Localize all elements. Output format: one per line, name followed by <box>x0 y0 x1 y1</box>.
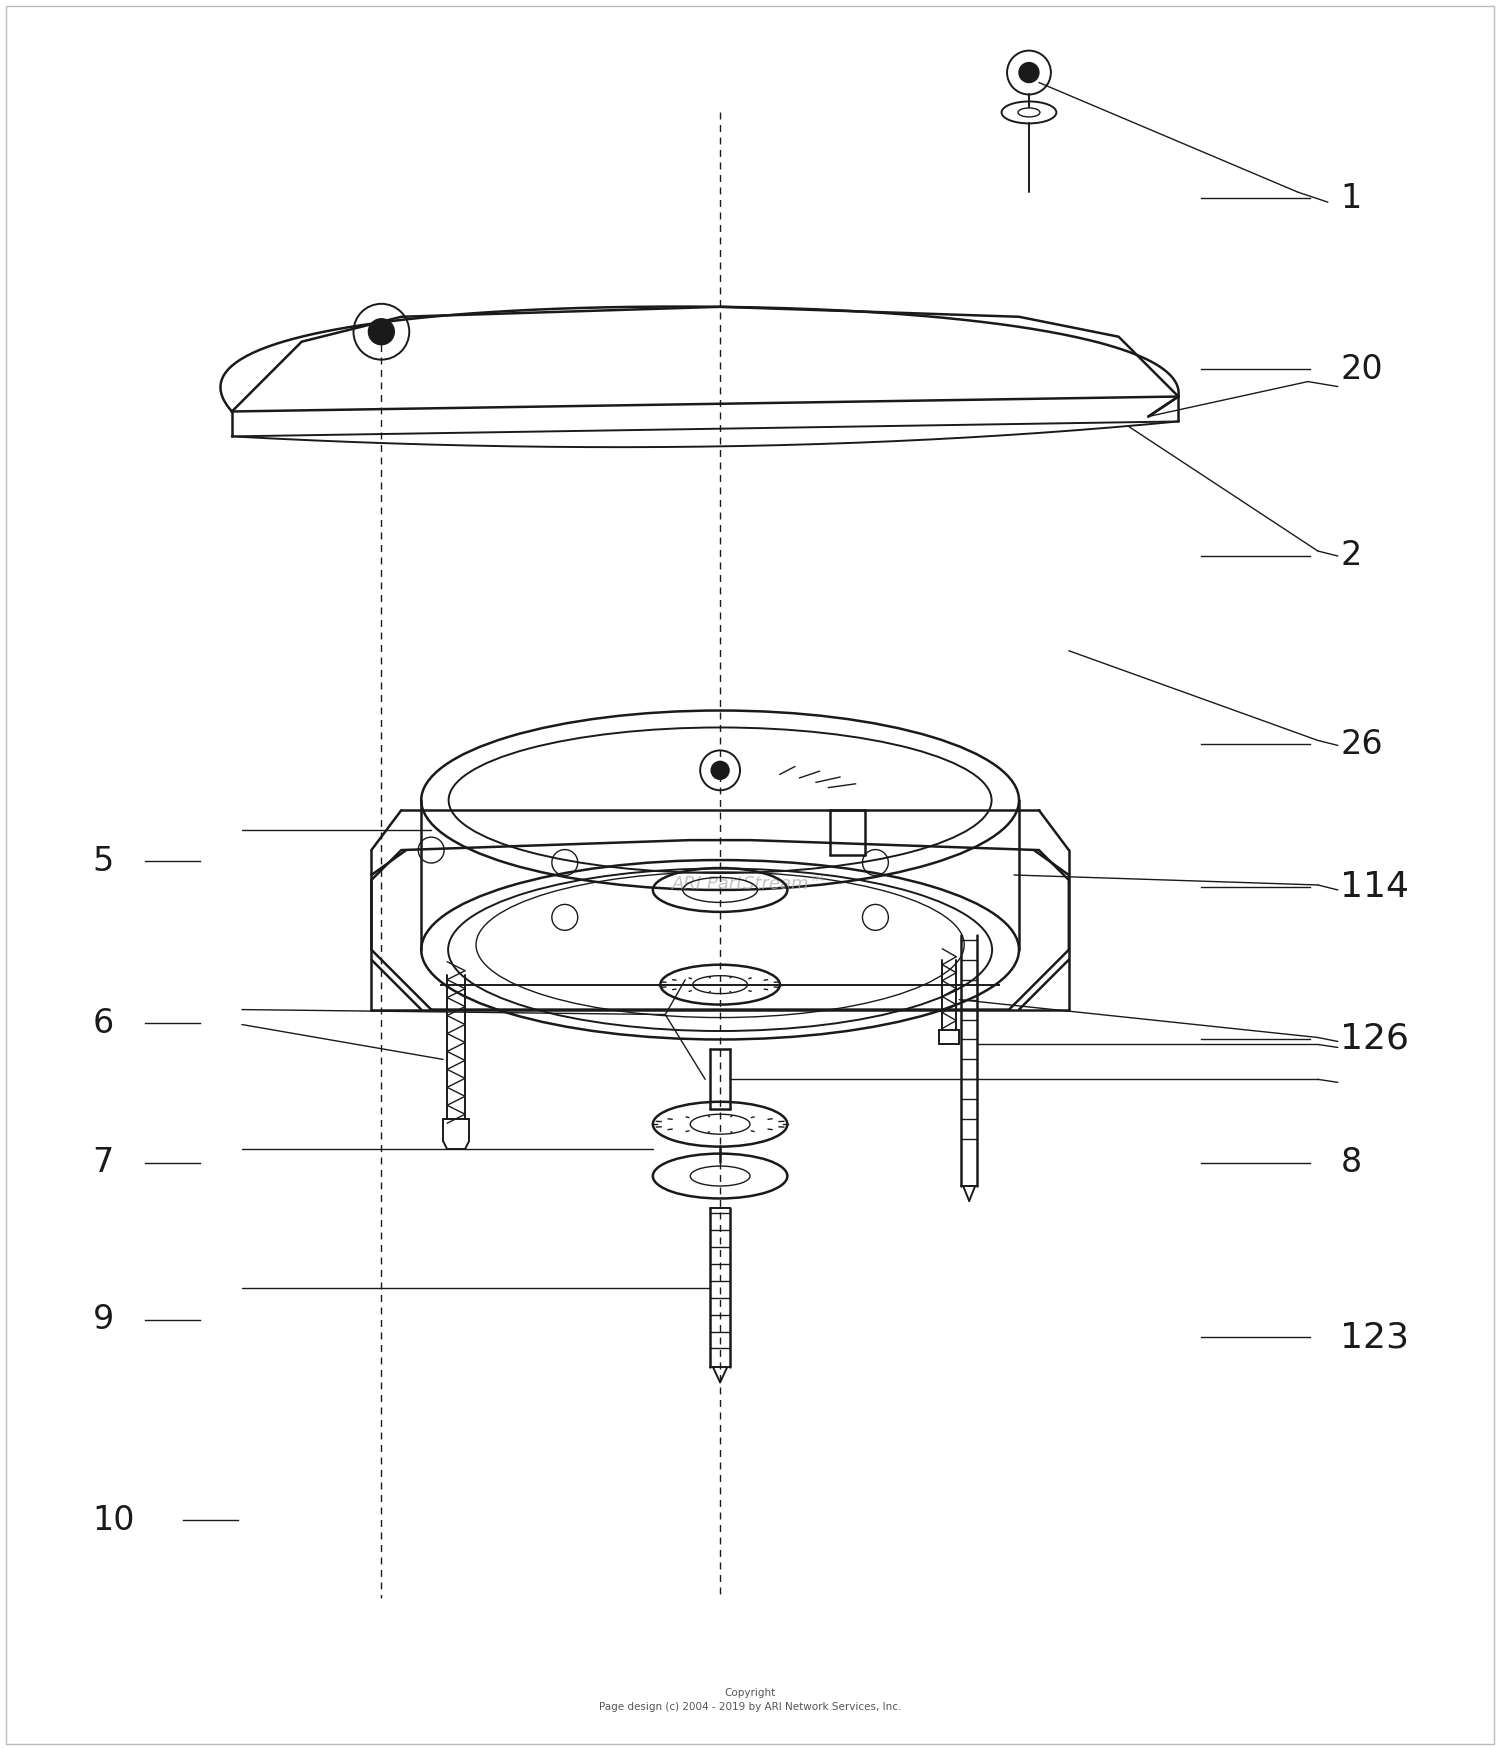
Text: 26: 26 <box>1341 728 1383 761</box>
Text: Copyright
Page design (c) 2004 - 2019 by ARI Network Services, Inc.: Copyright Page design (c) 2004 - 2019 by… <box>598 1689 902 1712</box>
Text: 2: 2 <box>1341 539 1362 572</box>
Text: 126: 126 <box>1341 1022 1410 1055</box>
Text: 1: 1 <box>1341 182 1362 215</box>
Text: 10: 10 <box>93 1503 135 1536</box>
Text: 9: 9 <box>93 1304 114 1337</box>
Text: 114: 114 <box>1341 870 1410 905</box>
Text: 5: 5 <box>93 845 114 877</box>
Text: 6: 6 <box>93 1006 114 1040</box>
Text: 7: 7 <box>93 1146 114 1180</box>
Circle shape <box>1019 63 1040 82</box>
Circle shape <box>369 318 394 345</box>
Circle shape <box>711 761 729 779</box>
Text: ARI PartStream™: ARI PartStream™ <box>672 875 828 892</box>
Text: 8: 8 <box>1341 1146 1362 1180</box>
Text: 20: 20 <box>1341 352 1383 385</box>
Text: 123: 123 <box>1341 1320 1410 1354</box>
